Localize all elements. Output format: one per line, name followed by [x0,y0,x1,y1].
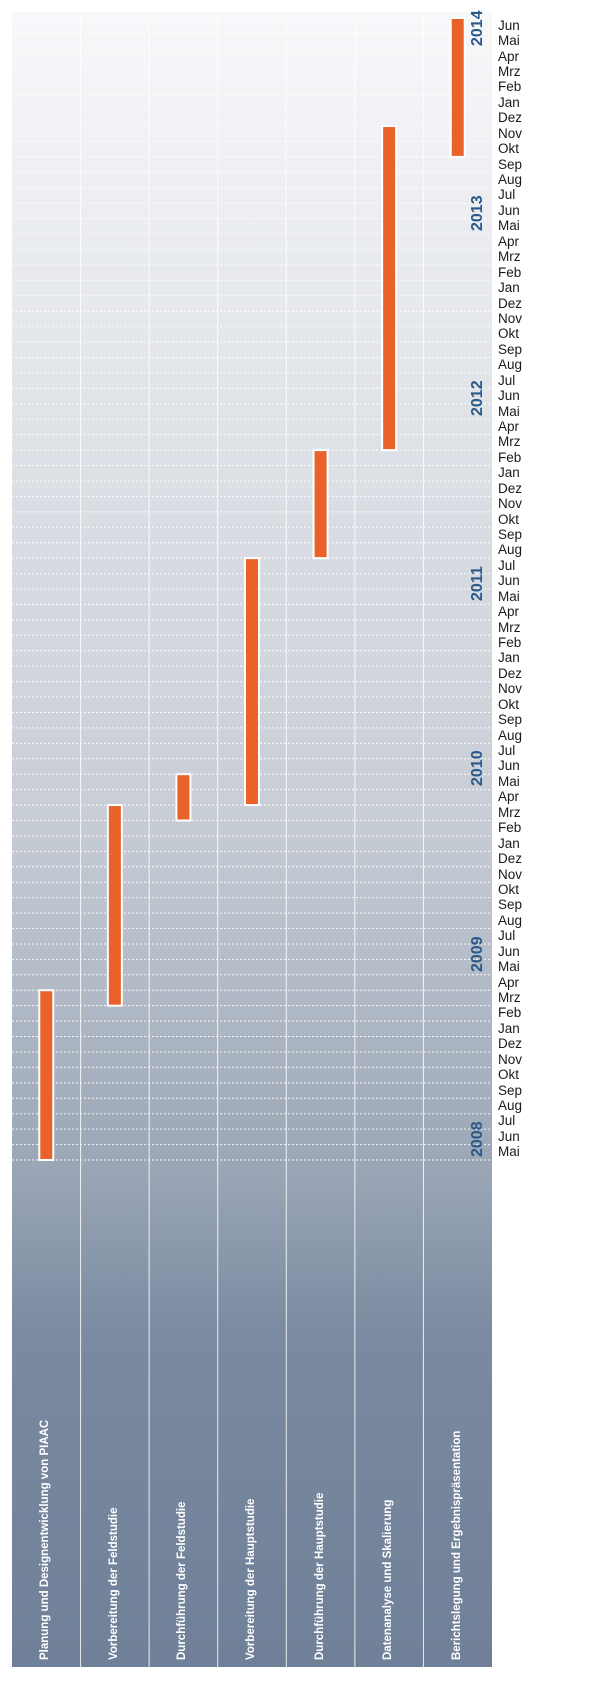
month-tick-label: Nov [498,125,523,141]
year-tick-label: 2011 [469,566,486,602]
month-tick-label: Mrz [498,619,521,635]
year-tick-label: 2010 [469,750,486,787]
month-tick-label: Okt [498,696,520,712]
month-tick-label: Okt [498,1067,520,1083]
gantt-bar [312,449,329,560]
month-tick-label: Dez [498,665,523,681]
month-tick-label: Mai [498,403,520,419]
month-tick-label: Jan [498,465,520,481]
month-tick-label: Apr [498,418,520,434]
month-tick-label: Apr [498,789,520,805]
phase-label: Vorbereitung der Feldstudie [107,1507,120,1661]
month-tick-label: Jul [498,743,516,759]
month-tick-label: Aug [498,542,523,558]
month-tick-label: Mrz [498,434,521,450]
month-tick-label: Nov [498,496,523,512]
month-tick-label: Apr [498,233,520,249]
month-tick-label: Feb [498,449,522,465]
month-tick-label: Dez [498,295,523,311]
month-tick-label: Apr [498,604,520,620]
month-tick-label: Sep [498,1082,523,1098]
month-tick-label: Dez [498,110,523,126]
month-tick-label: Sep [498,897,523,913]
month-tick-label: Sep [498,341,523,357]
month-tick-label: Sep [498,712,523,728]
month-tick-label: Nov [498,310,523,326]
phase-label: Durchführung der Feldstudie [176,1501,189,1660]
month-tick-label: Jun [498,17,520,33]
month-tick-label: Feb [498,635,522,650]
month-tick-label: Dez [498,1036,523,1052]
month-tick-label: Jul [498,372,516,388]
month-tick-label: Sep [498,526,523,542]
month-tick-label: Okt [498,326,520,342]
phase-label: Planung und Designentwicklung von PIAAC [39,1419,52,1660]
month-tick-label: Jul [498,1113,516,1129]
month-tick-label: Mrz [498,804,521,820]
year-tick-label: 2012 [469,380,486,417]
month-tick-label: Aug [498,172,523,188]
month-tick-label: Jul [498,557,516,573]
phase-label: Berichtslegung und Ergebnispräsentation [450,1430,463,1660]
phase-label: Datenanalyse und Skalierung [382,1499,395,1660]
month-tick-label: Mai [498,773,520,789]
month-tick-label: Mrz [498,989,521,1005]
month-tick-label: Jan [498,94,520,110]
month-tick-label: Aug [498,1097,523,1113]
month-tick-label: Nov [498,681,523,697]
month-tick-label: Okt [498,881,520,897]
month-tick-label: Mai [498,588,520,604]
month-tick-label: Apr [498,974,520,990]
plot-background [12,12,492,1667]
gantt-bar [175,773,192,822]
month-tick-label: Aug [498,357,523,373]
month-tick-label: Jun [498,758,520,774]
gantt-bar [106,804,123,1007]
year-tick-label: 2014 [469,10,486,46]
phase-label: Durchführung der Hauptstudie [313,1492,326,1660]
year-tick-label: 2013 [469,195,486,231]
month-tick-label: Mrz [498,249,521,265]
month-tick-label: Jun [498,1128,520,1144]
month-tick-label: Jan [498,1020,520,1036]
month-tick-label: Nov [498,866,523,882]
month-tick-label: Jan [498,835,520,851]
year-tick-label: 2008 [469,1121,486,1157]
month-tick-label: Feb [498,820,522,836]
month-tick-label: Jun [498,943,520,959]
month-tick-label: Apr [498,48,520,64]
month-tick-label: Feb [498,79,522,95]
month-tick-label: Okt [498,141,520,157]
month-tick-label: Jan [498,650,520,666]
year-tick-label: 2009 [469,936,486,972]
month-tick-label: Jul [498,187,516,203]
month-tick-label: Nov [498,1051,523,1067]
gantt-bar [244,557,260,807]
gantt-bar [38,989,55,1161]
month-tick-label: Jun [498,388,520,404]
month-tick-label: Mai [498,1144,520,1160]
month-tick-label: Aug [498,912,523,928]
month-tick-label: Jun [498,202,520,218]
month-tick-label: Mrz [498,64,521,79]
month-tick-label: Dez [498,480,523,496]
month-tick-label: Mai [498,959,520,975]
month-tick-label: Sep [498,156,523,172]
month-tick-label: Jun [498,573,520,589]
month-tick-label: Jan [498,280,520,296]
gantt-bar [381,125,398,452]
month-tick-label: Mai [498,33,520,49]
month-tick-label: Feb [498,1005,522,1021]
month-tick-label: Aug [498,727,523,743]
month-tick-label: Jul [498,928,516,944]
month-tick-label: Dez [498,851,523,867]
month-tick-label: Mai [498,218,520,234]
gantt-bar [449,17,466,158]
month-tick-label: Feb [498,264,522,280]
month-tick-label: Okt [498,511,520,527]
phase-label: Vorbereitung der Hauptstudie [245,1498,257,1660]
